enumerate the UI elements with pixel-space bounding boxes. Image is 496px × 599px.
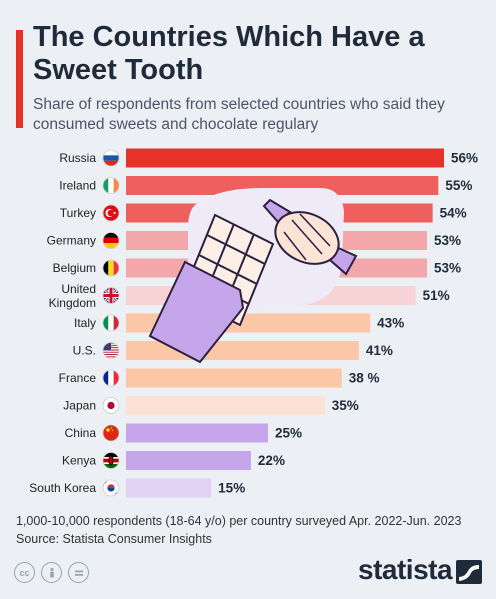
category-label: United Kingdom — [49, 282, 96, 310]
category-label: South Korea — [29, 481, 96, 495]
bar-chart: Russia 56% Ireland 55% Turkey 54% Germany 53% Be… — [29, 148, 478, 498]
value-label: 53% — [434, 233, 461, 248]
flag-ireland-icon — [102, 177, 120, 194]
category-label: Japan — [63, 399, 96, 413]
category-label: Turkey — [60, 206, 96, 220]
category-label: Russia — [59, 151, 96, 165]
sweets-illustration — [148, 188, 358, 364]
flag-russia-icon — [102, 149, 120, 167]
value-label: 15% — [218, 481, 245, 496]
value-label: 43% — [377, 316, 404, 331]
value-label: 25% — [275, 426, 302, 441]
statista-logo-text[interactable]: statista — [358, 554, 453, 585]
category-label: Germany — [47, 234, 96, 248]
category-label: U.S. — [73, 344, 96, 358]
bar-china — [126, 423, 268, 443]
bar-japan — [126, 396, 325, 415]
bar-france — [126, 368, 342, 388]
flag-china-icon — [102, 424, 120, 442]
cc-license-icon[interactable]: cc — [14, 562, 35, 583]
license-icons: cc — [14, 562, 89, 584]
value-label: 56% — [451, 151, 478, 166]
title-accent-bar — [16, 30, 23, 128]
flag-u-s--icon — [102, 342, 120, 359]
flag-kenya-icon — [102, 452, 120, 469]
category-label: Belgium — [53, 261, 96, 275]
footnote-source: Source: Statista Consumer Insights — [16, 532, 212, 546]
chocolate-bar-illustration — [148, 213, 275, 364]
footnote: 1,000-10,000 respondents (18-64 y/o) per… — [16, 512, 461, 548]
value-label: 35% — [332, 398, 359, 413]
footnote-respondents: 1,000-10,000 respondents (18-64 y/o) per… — [16, 514, 462, 528]
category-label: France — [59, 371, 97, 385]
bar-russia — [126, 148, 444, 168]
flag-france-icon — [102, 369, 120, 387]
bar-south-korea — [126, 478, 212, 498]
flag-italy-icon — [102, 314, 120, 332]
category-label: Ireland — [59, 179, 96, 193]
flag-united-kingdom-icon — [102, 287, 120, 304]
chart-title: The Countries Which Have a Sweet Tooth — [33, 21, 425, 86]
category-label: Kenya — [62, 454, 96, 468]
value-label: 22% — [258, 453, 285, 468]
value-label: 55% — [445, 178, 472, 193]
flag-germany-icon — [102, 232, 120, 249]
flag-japan-icon — [102, 397, 120, 414]
value-label: 41% — [366, 343, 393, 358]
flag-south-korea-icon — [102, 479, 120, 497]
value-label: 38 % — [349, 371, 380, 386]
value-label: 51% — [423, 288, 450, 303]
category-label: China — [65, 426, 97, 440]
no-derivatives-icon[interactable] — [68, 562, 89, 583]
attribution-icon[interactable] — [41, 562, 62, 583]
category-label: Italy — [74, 316, 96, 330]
chart-subtitle: Share of respondents from selected count… — [33, 96, 445, 133]
statista-logo-icon[interactable] — [456, 560, 482, 584]
bar-ireland — [126, 176, 439, 195]
candy-illustration — [262, 198, 358, 276]
value-label: 53% — [434, 261, 461, 276]
bar-kenya — [126, 451, 251, 470]
value-label: 54% — [440, 206, 467, 221]
flag-turkey-icon — [102, 204, 120, 222]
bar-u-s- — [126, 341, 359, 360]
flag-belgium-icon — [102, 259, 120, 277]
